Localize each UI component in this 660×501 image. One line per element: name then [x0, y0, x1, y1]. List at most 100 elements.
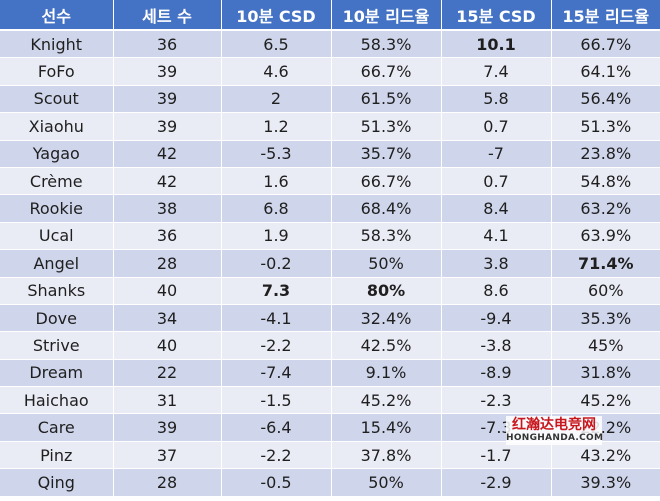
cell-csd-15: -7: [441, 140, 552, 168]
table-row: Dove 34 -4.1 32.4% -9.4 35.3%: [0, 304, 660, 333]
table-row: Yagao 42 -5.3 35.7% -7 23.8%: [0, 140, 660, 168]
header-player: 선수: [0, 0, 114, 31]
cell-csd-10: -0.2: [221, 249, 332, 278]
cell-csd-15: 7.4: [441, 57, 552, 86]
cell-player: Pinz: [0, 441, 114, 470]
cell-sets: 36: [113, 222, 222, 251]
cell-sets: 36: [113, 30, 222, 59]
table-row: Crème 42 1.6 66.7% 0.7 54.8%: [0, 167, 660, 196]
table-row: Knight 36 6.5 58.3% 10.1 66.7%: [0, 30, 660, 59]
cell-lead-rate-10: 61.5%: [331, 85, 442, 114]
cell-csd-10: 1.9: [221, 222, 332, 251]
cell-lead-rate-10: 66.7%: [331, 57, 442, 86]
cell-csd-10: -0.5: [221, 468, 332, 497]
cell-lead-rate-15: 64.1%: [551, 57, 660, 86]
cell-player: Haichao: [0, 386, 114, 415]
table-row: Qing 28 -0.5 50% -2.9 39.3%: [0, 468, 660, 497]
cell-sets: 31: [113, 386, 222, 415]
cell-lead-rate-10: 32.4%: [331, 304, 442, 333]
cell-sets: 40: [113, 331, 222, 360]
cell-lead-rate-10: 68.4%: [331, 194, 442, 223]
cell-csd-15: 10.1: [441, 30, 552, 59]
cell-lead-rate-10: 66.7%: [331, 167, 442, 196]
cell-player: Ucal: [0, 222, 114, 251]
cell-csd-15: 3.8: [441, 249, 552, 278]
cell-csd-15: -2.9: [441, 468, 552, 497]
cell-csd-10: 6.5: [221, 30, 332, 59]
cell-csd-15: 8.6: [441, 277, 552, 305]
table-header-row: 선수 세트 수 10분 CSD 10분 리드율 15분 CSD 15분 리드율: [0, 0, 660, 31]
cell-csd-15: -8.9: [441, 359, 552, 388]
cell-sets: 42: [113, 140, 222, 168]
cell-lead-rate-10: 58.3%: [331, 222, 442, 251]
cell-lead-rate-15: 39.3%: [551, 468, 660, 497]
table-row: Haichao 31 -1.5 45.2% -2.3 45.2%: [0, 386, 660, 415]
cell-csd-10: -4.1: [221, 304, 332, 333]
cell-lead-rate-10: 42.5%: [331, 331, 442, 360]
cell-csd-15: -1.7: [441, 441, 552, 470]
table-row: Care 39 -6.4 15.4% -7.3 22.2%: [0, 413, 660, 442]
header-sets: 세트 수: [113, 0, 222, 31]
cell-csd-15: -9.4: [441, 304, 552, 333]
cell-csd-10: -1.5: [221, 386, 332, 415]
cell-lead-rate-10: 58.3%: [331, 30, 442, 59]
cell-sets: 28: [113, 249, 222, 278]
cell-lead-rate-10: 50%: [331, 249, 442, 278]
cell-player: Rookie: [0, 194, 114, 223]
table-row: Strive 40 -2.2 42.5% -3.8 45%: [0, 331, 660, 360]
cell-csd-15: -2.3: [441, 386, 552, 415]
cell-csd-10: -6.4: [221, 413, 332, 442]
cell-csd-15: -3.8: [441, 331, 552, 360]
cell-lead-rate-10: 51.3%: [331, 112, 442, 141]
cell-lead-rate-15: 43.2%: [551, 441, 660, 470]
cell-lead-rate-15: 35.3%: [551, 304, 660, 333]
cell-player: Crème: [0, 167, 114, 196]
cell-sets: 34: [113, 304, 222, 333]
cell-sets: 39: [113, 413, 222, 442]
cell-csd-15: -7.3: [441, 413, 552, 442]
cell-lead-rate-15: 66.7%: [551, 30, 660, 59]
table-row: Ucal 36 1.9 58.3% 4.1 63.9%: [0, 222, 660, 251]
table-row: Scout 39 2 61.5% 5.8 56.4%: [0, 85, 660, 114]
cell-csd-10: 4.6: [221, 57, 332, 86]
table-row: Dream 22 -7.4 9.1% -8.9 31.8%: [0, 359, 660, 388]
cell-sets: 39: [113, 85, 222, 114]
cell-lead-rate-15: 56.4%: [551, 85, 660, 114]
cell-sets: 42: [113, 167, 222, 196]
cell-sets: 22: [113, 359, 222, 388]
cell-lead-rate-15: 45%: [551, 331, 660, 360]
cell-lead-rate-15: 23.8%: [551, 140, 660, 168]
cell-player: Care: [0, 413, 114, 442]
cell-csd-15: 4.1: [441, 222, 552, 251]
table-body: Knight 36 6.5 58.3% 10.1 66.7% FoFo 39 4.6 66.7% 7…: [0, 30, 660, 497]
cell-player: Xiaohu: [0, 112, 114, 141]
table-row: Xiaohu 39 1.2 51.3% 0.7 51.3%: [0, 112, 660, 141]
header-csd-10: 10분 CSD: [221, 0, 332, 31]
cell-csd-10: 7.3: [221, 277, 332, 305]
cell-player: FoFo: [0, 57, 114, 86]
cell-player: Dream: [0, 359, 114, 388]
cell-lead-rate-15: 31.8%: [551, 359, 660, 388]
cell-lead-rate-10: 9.1%: [331, 359, 442, 388]
cell-player: Scout: [0, 85, 114, 114]
cell-player: Knight: [0, 30, 114, 59]
cell-sets: 38: [113, 194, 222, 223]
cell-lead-rate-15: 63.2%: [551, 194, 660, 223]
cell-csd-10: 1.2: [221, 112, 332, 141]
cell-csd-15: 8.4: [441, 194, 552, 223]
cell-csd-15: 0.7: [441, 112, 552, 141]
cell-csd-10: -2.2: [221, 441, 332, 470]
cell-player: Shanks: [0, 277, 114, 305]
cell-csd-15: 0.7: [441, 167, 552, 196]
cell-sets: 40: [113, 277, 222, 305]
cell-player: Qing: [0, 468, 114, 497]
table-row: FoFo 39 4.6 66.7% 7.4 64.1%: [0, 57, 660, 86]
cell-player: Angel: [0, 249, 114, 278]
header-lead-rate-15: 15분 리드율: [551, 0, 660, 31]
cell-lead-rate-15: 63.9%: [551, 222, 660, 251]
cell-sets: 39: [113, 112, 222, 141]
cell-lead-rate-15: 51.3%: [551, 112, 660, 141]
cell-lead-rate-10: 37.8%: [331, 441, 442, 470]
cell-lead-rate-15: 45.2%: [551, 386, 660, 415]
